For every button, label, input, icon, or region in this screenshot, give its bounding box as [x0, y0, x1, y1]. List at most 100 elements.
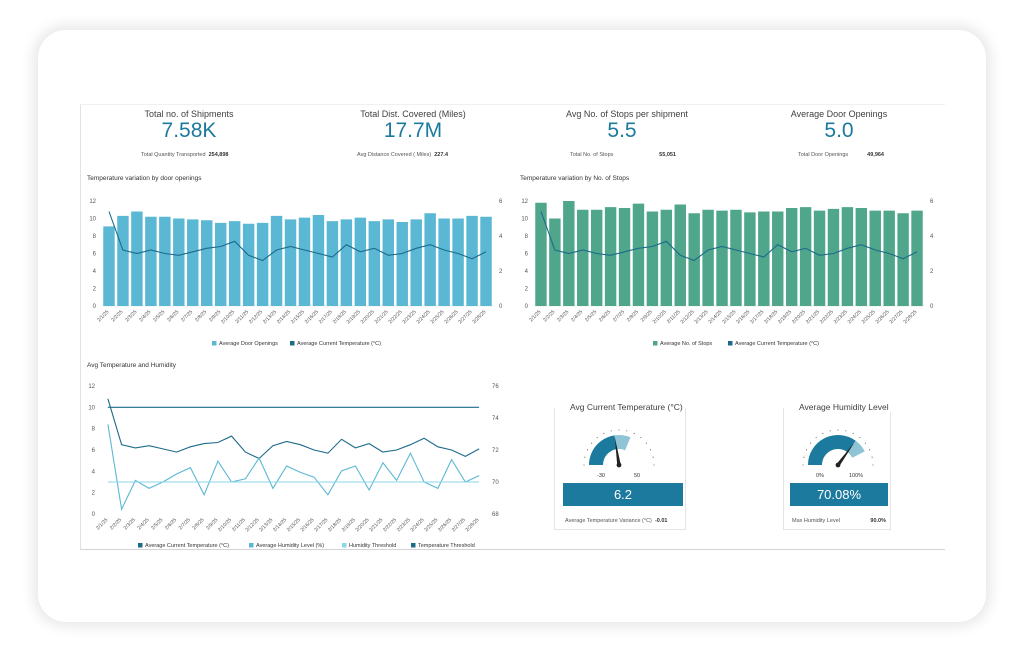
kpi-value: 5.5 [607, 119, 637, 142]
y2-tick-label: 74 [492, 416, 499, 422]
x-tick-label: 2/2/25 [109, 517, 123, 531]
gauge-tick [633, 432, 635, 435]
y-tick-label: 12 [521, 199, 528, 205]
x-tick-label: 2/1/25 [528, 309, 542, 323]
legend-swatch [342, 543, 347, 548]
temperature-gauge-title: Avg Current Temperature (°C) [568, 402, 685, 412]
bar [228, 221, 241, 306]
x-tick-label: 2/17/25 [313, 517, 329, 533]
x-tick-label: 2/23/25 [402, 309, 418, 325]
legend-swatch [653, 341, 658, 346]
gauge-needle-hub [616, 462, 622, 468]
x-tick-label: 2/11/25 [231, 517, 247, 533]
gauge-tick [586, 449, 589, 451]
bar [214, 222, 227, 306]
y-tick-label: 12 [88, 384, 95, 390]
x-tick-label: 2/18/25 [327, 517, 343, 533]
bar [577, 209, 589, 306]
kpi-shipments: Total no. of Shipments 7.58K [139, 109, 239, 143]
x-tick-label: 2/24/25 [416, 309, 432, 325]
x-tick-label: 2/10/25 [652, 309, 668, 325]
door-openings-chart: 0 2 4 6 8 10 12 0 2 4 6 2/1/25 2/2/25 2/3/25 2/4/25 2/5… [89, 199, 503, 347]
x-tick-label: 2/2/25 [542, 309, 556, 323]
gauge-tick [864, 442, 866, 444]
x-tick-label: 2/12/25 [248, 309, 264, 325]
legend-label: Average Humidity Level (%) [256, 543, 324, 549]
humidity-gauge: 0% 100% [802, 429, 874, 479]
bar [744, 212, 756, 306]
y-tick-label: 12 [89, 199, 96, 205]
gauge-needle [836, 442, 855, 467]
bar [911, 210, 923, 306]
gauge-tick [803, 456, 805, 458]
x-tick-label: 2/8/25 [626, 309, 640, 323]
x-tick-label: 2/27/25 [888, 309, 904, 325]
gauge-target-band [847, 440, 865, 458]
x-tick-label: 2/16/25 [299, 517, 315, 533]
stops-chart: 0 2 4 6 8 10 12 0 2 4 6 2/1/25 2/2/25 2/3/25 2/4/25 2/5… [521, 199, 934, 347]
y2-tick-label: 0 [499, 304, 503, 310]
x-tick-label: 2/18/25 [332, 309, 348, 325]
x-tick-label: 2/10/25 [217, 517, 233, 533]
legend-swatch [728, 341, 733, 346]
x-tick-label: 2/16/25 [304, 309, 320, 325]
y2-tick-label: 2 [499, 269, 503, 275]
x-tick-label: 2/27/25 [451, 517, 467, 533]
bar [438, 218, 450, 306]
legend-label: Humidity Threshold [349, 543, 396, 549]
y2-tick-label: 72 [492, 448, 499, 454]
x-tick-label: 2/20/25 [791, 309, 807, 325]
x-tick-label: 2/21/25 [368, 517, 384, 533]
x-tick-label: 2/24/25 [847, 309, 863, 325]
gauge-tick [868, 449, 871, 451]
bar [410, 219, 422, 306]
bar [354, 217, 367, 306]
y-tick-label: 4 [92, 469, 96, 475]
x-tick-label: 2/22/25 [819, 309, 835, 325]
x-tick-label: 2/13/25 [258, 517, 274, 533]
x-tick-label: 2/14/25 [707, 309, 723, 325]
gauge-tick [584, 456, 586, 458]
kpi-title: Total Dist. Covered (Miles) [360, 109, 466, 119]
bar [201, 220, 213, 306]
chart-title-temp-hum: Avg Temperature and Humidity [87, 362, 177, 369]
x-tick-label: 2/3/25 [124, 309, 138, 323]
y2-tick-label: 4 [930, 234, 934, 240]
x-tick-label: 2/7/25 [180, 309, 194, 323]
kpi-sub-distance: Avg Distance Covered ( Miles) 227.4 [357, 152, 448, 158]
bar [590, 209, 603, 306]
legend-label: Average Door Openings [219, 341, 278, 347]
kpi-sub-label: Total Door Openings [798, 152, 849, 158]
x-tick-label: 2/22/25 [388, 309, 404, 325]
x-tick-label: 2/8/25 [194, 309, 208, 323]
gauge-tick [649, 449, 652, 451]
gauge-tick [810, 442, 812, 444]
legend-label: Average Current Temperature (°C) [297, 341, 381, 347]
bar [103, 226, 115, 306]
x-tick-label: 2/10/25 [220, 309, 236, 325]
y-tick-label: 8 [93, 234, 97, 240]
humidity-gauge-sub: Max Humidity Level 90.0% [792, 518, 886, 524]
x-tick-label: 2/16/25 [735, 309, 751, 325]
kpi-distance: Total Dist. Covered (Miles) 17.7M [358, 109, 468, 143]
kpi-sub-value: 55,051 [659, 152, 676, 158]
bar [466, 215, 478, 306]
chart-title-door: Temperature variation by door openings [87, 175, 202, 182]
y-tick-label: 10 [88, 405, 95, 411]
bar [187, 219, 199, 306]
x-tick-label: 2/6/25 [598, 309, 612, 323]
y-tick-label: 2 [92, 491, 96, 497]
x-tick-label: 2/8/25 [191, 517, 205, 531]
kpi-sub-value: 227.4 [434, 152, 449, 158]
gauge-max-label: 100% [849, 473, 863, 479]
gauge-needle [614, 437, 621, 466]
gauge-tick [653, 464, 655, 466]
gauge-tick [610, 430, 612, 432]
x-tick-label: 2/20/25 [354, 517, 370, 533]
gauge-tick [837, 429, 839, 431]
humidity-gauge-title: Average Humidity Level [797, 402, 891, 412]
y-tick-label: 0 [525, 304, 529, 310]
x-tick-label: 2/1/25 [95, 517, 109, 531]
bar [827, 208, 840, 306]
